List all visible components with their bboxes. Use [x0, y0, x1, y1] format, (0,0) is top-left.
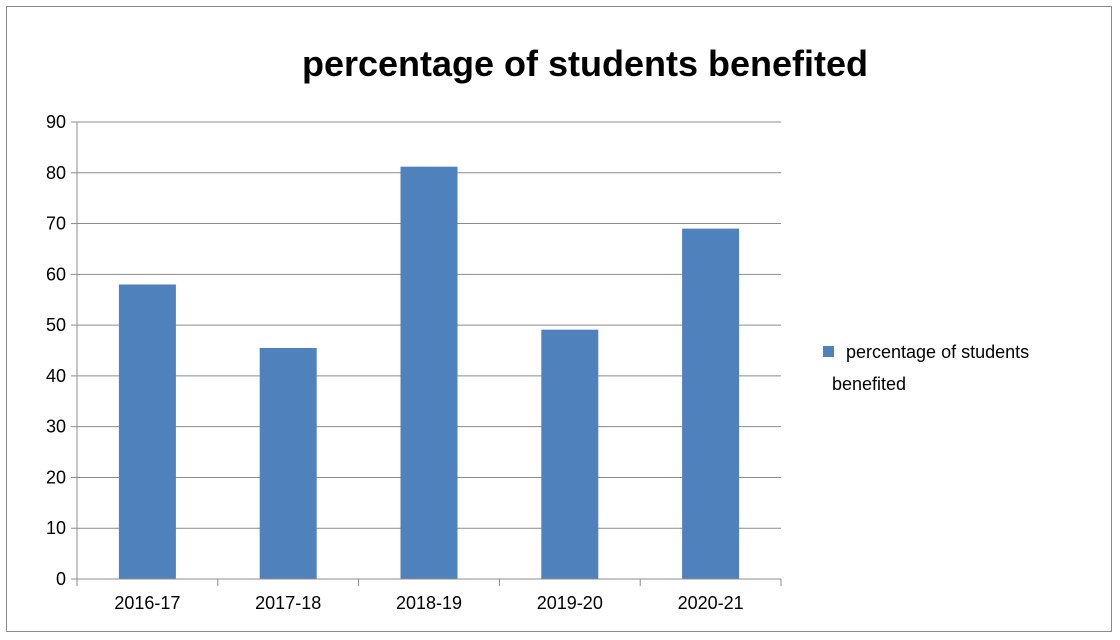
- axes: [71, 121, 782, 586]
- x-tick-labels: 2016-17 2017-18 2018-19 2019-20 2020-21: [114, 593, 743, 613]
- x-tick-label: 2017-18: [255, 593, 321, 613]
- x-tick-label: 2018-19: [396, 593, 462, 613]
- x-tick-label: 2020-21: [678, 593, 744, 613]
- y-tick-label: 60: [46, 264, 66, 284]
- y-tick-label: 0: [56, 569, 66, 589]
- y-tick-label: 20: [46, 467, 66, 487]
- legend: percentage of students benefited: [823, 342, 1034, 394]
- bar: [118, 284, 176, 579]
- chart-title: percentage of students benefited: [302, 43, 868, 84]
- y-tick-label: 40: [46, 366, 66, 386]
- y-tick-label: 50: [46, 315, 66, 335]
- x-tick-label: 2016-17: [114, 593, 180, 613]
- x-tick-label: 2019-20: [537, 593, 603, 613]
- bar: [682, 228, 740, 579]
- bar: [541, 329, 599, 579]
- y-tick-labels: 0 10 20 30 40 50 60 70 80 90: [46, 112, 66, 589]
- legend-label: percentage of students benefited: [832, 342, 1034, 394]
- legend-label-line-1: percentage of students: [846, 342, 1029, 362]
- y-tick-label: 90: [46, 112, 66, 132]
- y-tick-label: 10: [46, 518, 66, 538]
- bars: [118, 166, 740, 579]
- legend-swatch: [823, 346, 834, 357]
- legend-label-line-2: benefited: [832, 374, 906, 394]
- bar: [400, 166, 458, 579]
- bar: [259, 347, 317, 579]
- y-tick-label: 70: [46, 214, 66, 234]
- y-tick-label: 30: [46, 417, 66, 437]
- y-tick-label: 80: [46, 163, 66, 183]
